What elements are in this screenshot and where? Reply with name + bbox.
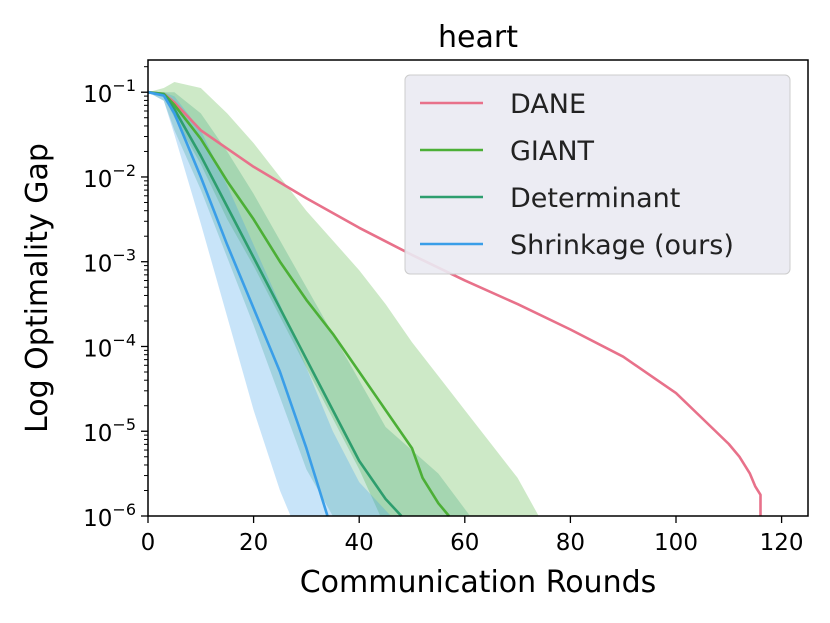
line-dane (147, 90, 762, 516)
line-giant (147, 90, 450, 517)
legend-label: Determinant (510, 183, 680, 214)
legend-label: GIANT (510, 136, 595, 167)
y-tick-label: 10−1 (83, 76, 136, 108)
line-determinant (147, 90, 403, 517)
x-tick-label: 120 (760, 530, 804, 556)
plot-frame (147, 59, 809, 517)
band-giant (148, 82, 539, 516)
legend-frame (404, 74, 791, 275)
y-tick-label: 10−3 (83, 246, 136, 278)
legend: DANE GIANT Determinant Shrinkage (ours) (404, 74, 791, 275)
y-tick-label: 10−6 (83, 500, 136, 532)
y-tick-label: 10−5 (83, 415, 136, 447)
x-tick-label: 40 (345, 530, 374, 556)
x-tick-label: 60 (450, 530, 479, 556)
y-axis-title: Log Optimality Gap (20, 143, 55, 433)
x-axis: 0 20 40 60 80 100 120 (141, 516, 804, 556)
y-axis: 10−1 10−2 10−3 10−4 10−5 10−6 (83, 66, 148, 532)
chart-title: heart (438, 20, 518, 55)
x-tick-label: 100 (654, 530, 698, 556)
line-shrinkage-ours (147, 90, 329, 517)
y-tick-label: 10−2 (83, 161, 136, 193)
series-lines (147, 90, 762, 517)
legend-label: DANE (510, 89, 586, 120)
x-tick-label: 0 (141, 530, 156, 556)
legend-label: Shrinkage (ours) (510, 230, 734, 261)
x-axis-title: Communication Rounds (300, 565, 657, 600)
x-tick-label: 20 (239, 530, 268, 556)
y-tick-label: 10−4 (83, 330, 136, 362)
x-tick-label: 80 (556, 530, 585, 556)
